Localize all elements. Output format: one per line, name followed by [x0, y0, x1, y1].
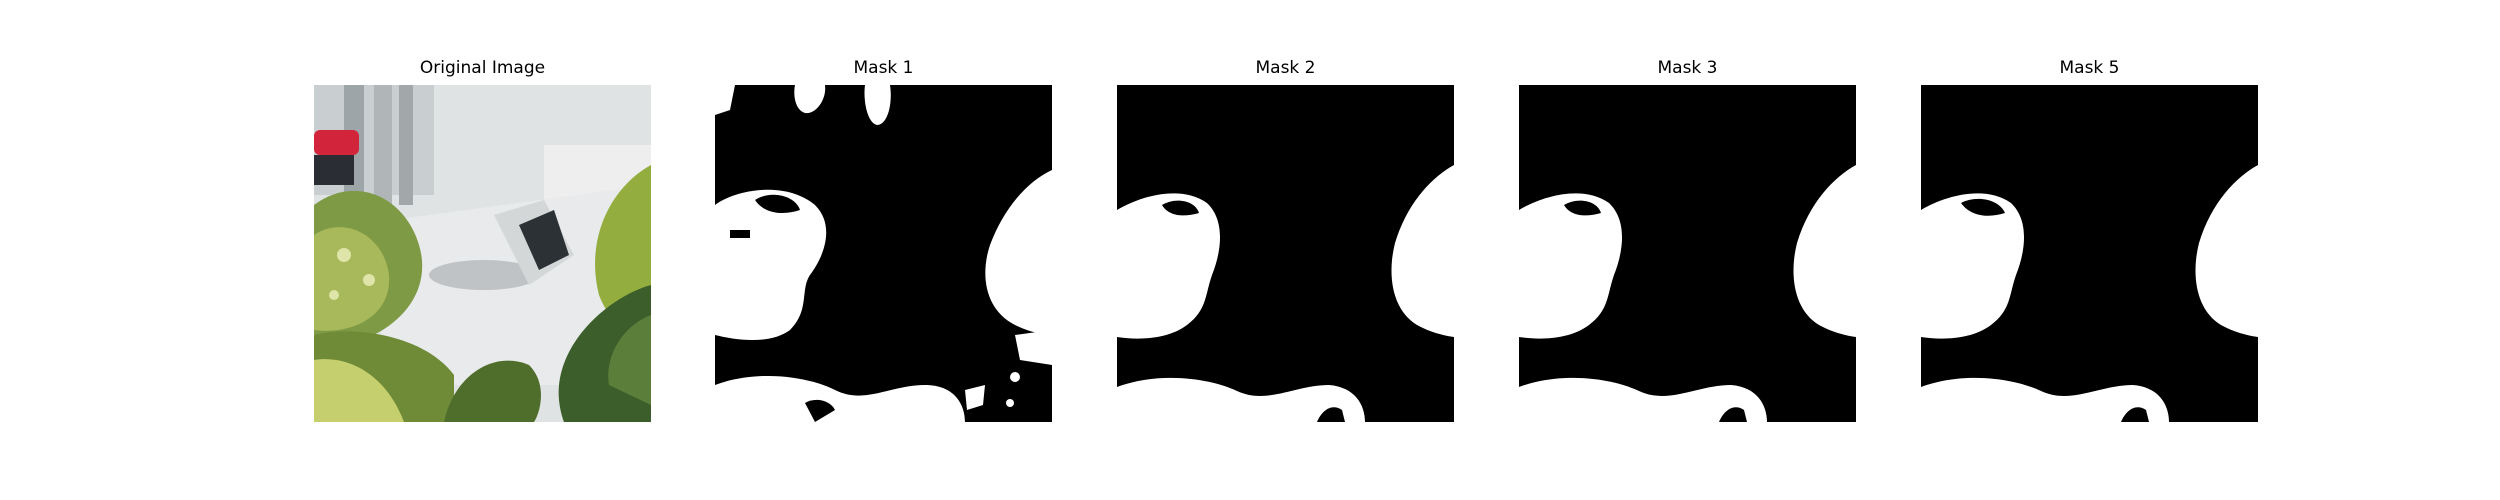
panel-title: Original Image [419, 58, 546, 78]
panel-title: Mask 1 [853, 58, 914, 78]
mask-image-5 [1921, 85, 2258, 422]
mask-image-1 [715, 85, 1052, 422]
original-photo [314, 85, 651, 422]
mask-image-3 [1519, 85, 1856, 422]
panel-title: Mask 3 [1657, 58, 1718, 78]
mask-image-2 [1117, 85, 1454, 422]
panel-title: Mask 2 [1255, 58, 1316, 78]
panel-title: Mask 5 [2059, 58, 2120, 78]
